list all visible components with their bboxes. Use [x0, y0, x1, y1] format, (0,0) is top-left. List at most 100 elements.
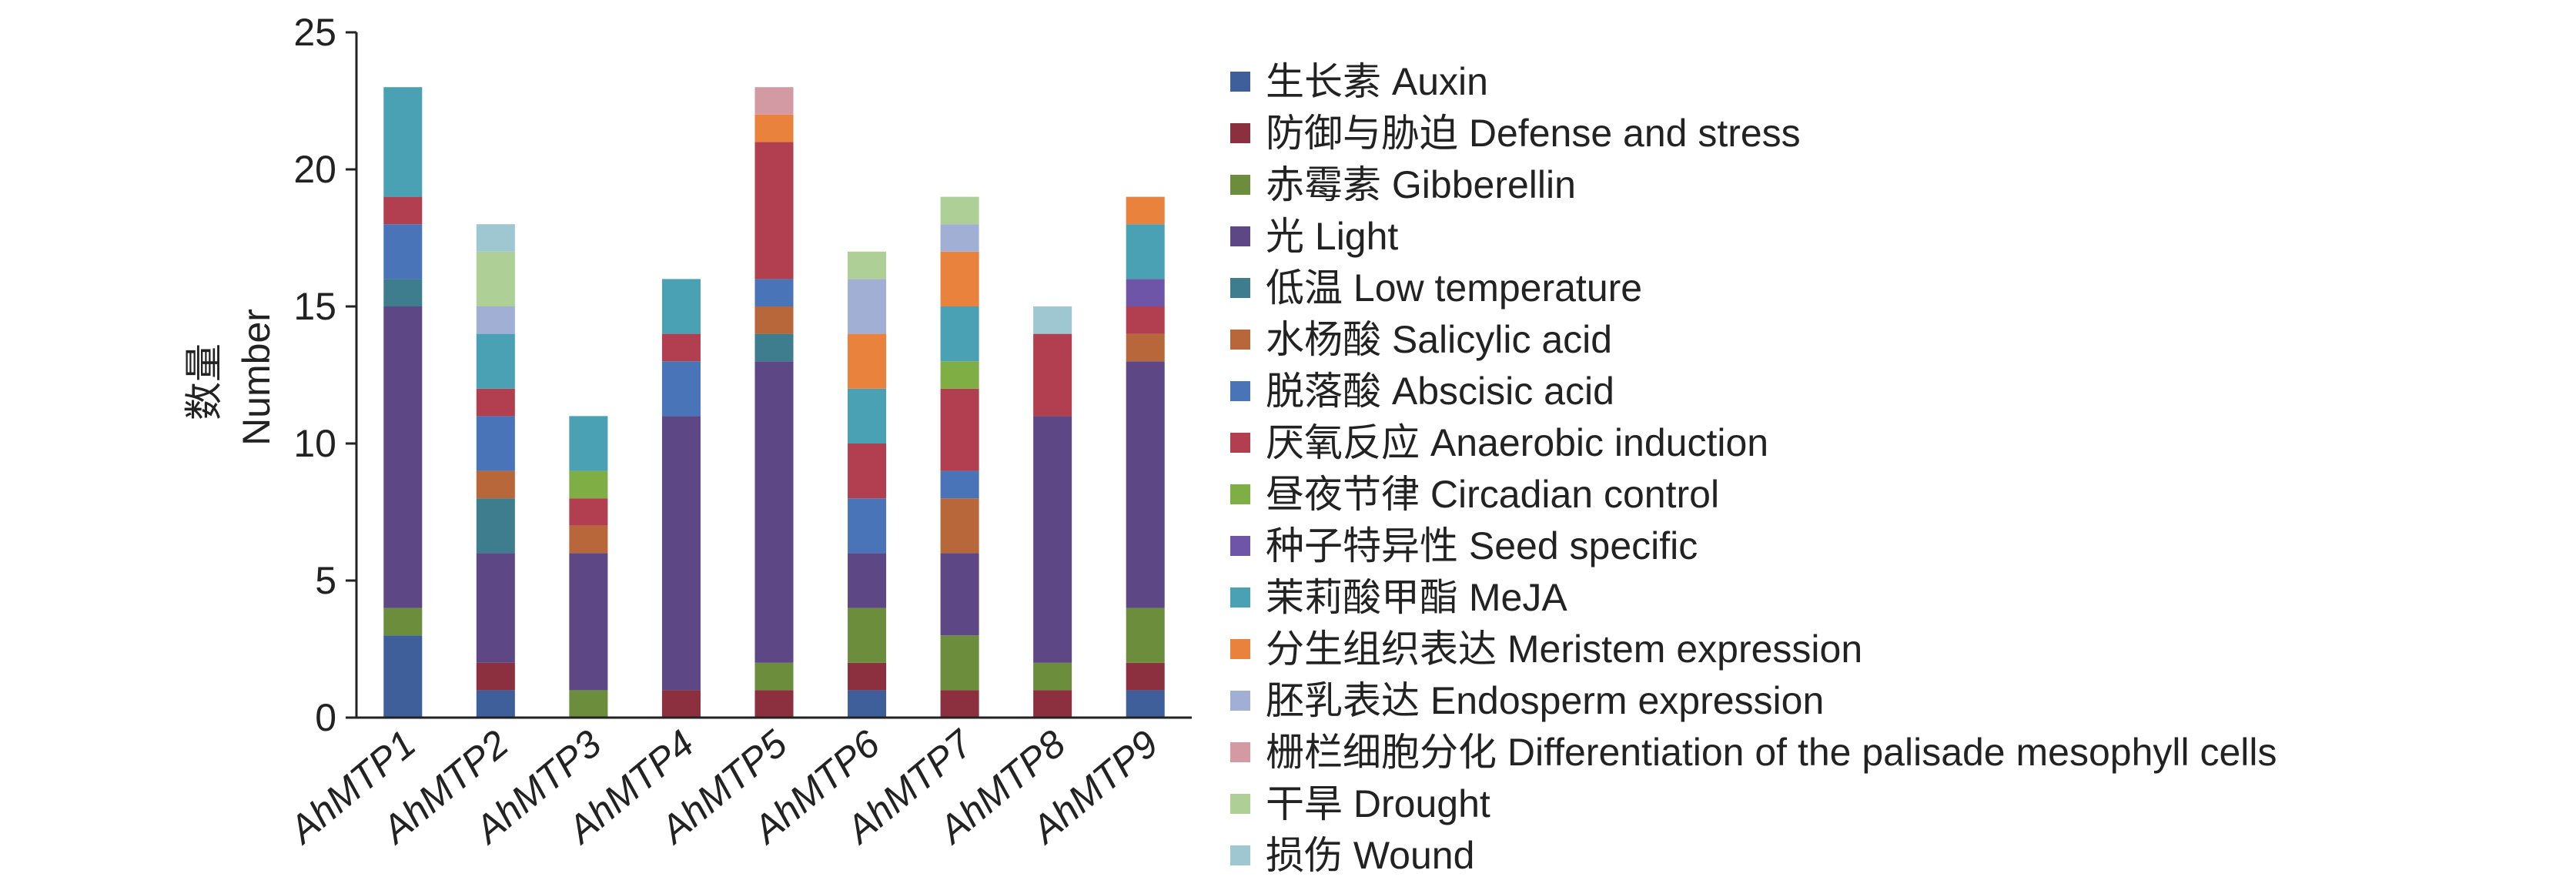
bar-segment-ahmtp6-series-11 [848, 388, 887, 444]
legend-item: 防御与胁迫 Defense and stress [1230, 107, 2277, 159]
bar-segment-ahmtp5-series-8 [754, 142, 794, 279]
bars-layer [383, 87, 1165, 718]
bar-segment-ahmtp4-series-4 [661, 416, 701, 691]
bar-segment-ahmtp2-series-6 [476, 470, 515, 499]
legend-item: 分生组织表达 Meristem expression [1230, 623, 2277, 674]
bar-segment-ahmtp2-series-5 [476, 498, 515, 554]
legend-label: 损伤 Wound [1266, 833, 1475, 877]
bar-segment-ahmtp3-series-9 [569, 470, 608, 499]
bar-segment-ahmtp7-series-3 [940, 635, 979, 691]
y-tick-label: 20 [293, 148, 336, 191]
legend-item: 水杨酸 Salicylic acid [1230, 313, 2277, 365]
bar-segment-ahmtp7-series-2 [940, 690, 979, 718]
legend-item: 光 Light [1230, 210, 2277, 262]
bar-segment-ahmtp6-series-4 [848, 553, 887, 608]
legend-swatch [1230, 793, 1250, 814]
bar-segment-ahmtp7-series-8 [940, 388, 979, 471]
legend-swatch [1230, 329, 1250, 350]
bar-segment-ahmtp4-series-2 [661, 690, 701, 718]
legend-label: 防御与胁迫 Defense and stress [1266, 111, 1801, 155]
bar-segment-ahmtp7-series-4 [940, 553, 979, 636]
legend-swatch [1230, 71, 1250, 92]
bar-segment-ahmtp9-series-10 [1126, 279, 1165, 306]
y-ticks: 0 5 10 15 20 25 [293, 11, 356, 739]
y-tick-label: 25 [293, 11, 336, 54]
bar-segment-ahmtp3-series-8 [569, 498, 608, 526]
legend-swatch [1230, 845, 1250, 865]
bar-segment-ahmtp2-series-2 [476, 662, 515, 691]
bar-segment-ahmtp3-series-4 [569, 553, 608, 691]
bar-segment-ahmtp3-series-6 [569, 525, 608, 554]
bar-segment-ahmtp7-series-9 [940, 361, 979, 389]
bar-segment-ahmtp1-series-3 [383, 608, 423, 636]
legend-swatch [1230, 741, 1250, 762]
bar-segment-ahmtp2-series-16 [476, 224, 515, 252]
legend-swatch [1230, 277, 1250, 298]
bar-segment-ahmtp5-series-4 [754, 361, 794, 663]
legend-swatch [1230, 226, 1250, 246]
y-tick-label: 0 [315, 696, 336, 739]
bar-segment-ahmtp7-series-11 [940, 306, 979, 362]
y-tick-label: 10 [293, 422, 336, 465]
legend-item: 茉莉酸甲酯 MeJA [1230, 571, 2277, 623]
y-axis-label-chinese: 数量 [182, 343, 226, 420]
y-tick-label: 5 [315, 559, 336, 602]
legend-swatch [1230, 380, 1250, 401]
bar-segment-ahmtp2-series-15 [476, 251, 515, 306]
bar-segment-ahmtp9-series-1 [1126, 690, 1165, 718]
bar-segment-ahmtp6-series-13 [848, 279, 887, 334]
legend-swatch [1230, 432, 1250, 453]
legend-item: 低温 Low temperature [1230, 262, 2277, 313]
bar-segment-ahmtp9-series-8 [1126, 306, 1165, 334]
bar-segment-ahmtp2-series-4 [476, 553, 515, 663]
bar-segment-ahmtp9-series-3 [1126, 608, 1165, 663]
bar-segment-ahmtp6-series-1 [848, 690, 887, 718]
bar-segment-ahmtp6-series-8 [848, 444, 887, 499]
legend-label: 脱落酸 Abscisic acid [1266, 369, 1614, 413]
legend-swatch [1230, 690, 1250, 711]
legend-item: 生长素 Auxin [1230, 55, 2277, 107]
legend-swatch [1230, 587, 1250, 608]
bar-segment-ahmtp1-series-11 [383, 87, 423, 197]
legend-label: 低温 Low temperature [1266, 266, 1643, 310]
legend-swatch [1230, 484, 1250, 504]
bar-segment-ahmtp5-series-2 [754, 690, 794, 718]
bar-segment-ahmtp1-series-7 [383, 224, 423, 279]
bar-segment-ahmtp8-series-3 [1033, 662, 1072, 691]
legend-item: 厌氧反应 Anaerobic induction [1230, 417, 2277, 468]
bar-segment-ahmtp7-series-12 [940, 251, 979, 306]
chart-legend: 生长素 Auxin 防御与胁迫 Defense and stress 赤霉素 Gib… [1230, 55, 2277, 881]
legend-label: 茉莉酸甲酯 MeJA [1266, 575, 1567, 619]
bar-segment-ahmtp5-series-7 [754, 279, 794, 306]
bar-segment-ahmtp9-series-4 [1126, 361, 1165, 608]
bar-segment-ahmtp8-series-8 [1033, 333, 1072, 417]
bar-segment-ahmtp6-series-15 [848, 251, 887, 279]
y-tick-label: 15 [293, 285, 336, 328]
legend-label: 光 Light [1266, 214, 1399, 258]
legend-label: 胚乳表达 Endosperm expression [1266, 678, 1825, 722]
bar-segment-ahmtp9-series-2 [1126, 662, 1165, 691]
bar-segment-ahmtp1-series-5 [383, 279, 423, 306]
bar-segment-ahmtp3-series-11 [569, 416, 608, 471]
legend-label: 生长素 Auxin [1266, 59, 1488, 103]
bar-segment-ahmtp2-series-13 [476, 306, 515, 334]
bar-segment-ahmtp5-series-12 [754, 114, 794, 142]
legend-label: 厌氧反应 Anaerobic induction [1266, 420, 1769, 464]
legend-item: 胚乳表达 Endosperm expression [1230, 674, 2277, 726]
legend-label: 干旱 Drought [1266, 782, 1490, 825]
legend-label: 昼夜节律 Circadian control [1266, 472, 1720, 516]
bar-segment-ahmtp7-series-13 [940, 224, 979, 252]
bar-segment-ahmtp6-series-7 [848, 498, 887, 554]
bar-segment-ahmtp5-series-14 [754, 87, 794, 115]
legend-swatch [1230, 535, 1250, 556]
legend-item: 昼夜节律 Circadian control [1230, 468, 2277, 520]
legend-swatch [1230, 174, 1250, 195]
legend-label: 赤霉素 Gibberellin [1266, 162, 1576, 206]
bar-segment-ahmtp8-series-16 [1033, 306, 1072, 334]
bar-segment-ahmtp7-series-15 [940, 196, 979, 225]
bar-segment-ahmtp6-series-2 [848, 662, 887, 691]
bar-segment-ahmtp8-series-2 [1033, 690, 1072, 718]
bar-segment-ahmtp4-series-7 [661, 361, 701, 417]
bar-segment-ahmtp1-series-4 [383, 306, 423, 608]
bar-segment-ahmtp7-series-6 [940, 498, 979, 554]
